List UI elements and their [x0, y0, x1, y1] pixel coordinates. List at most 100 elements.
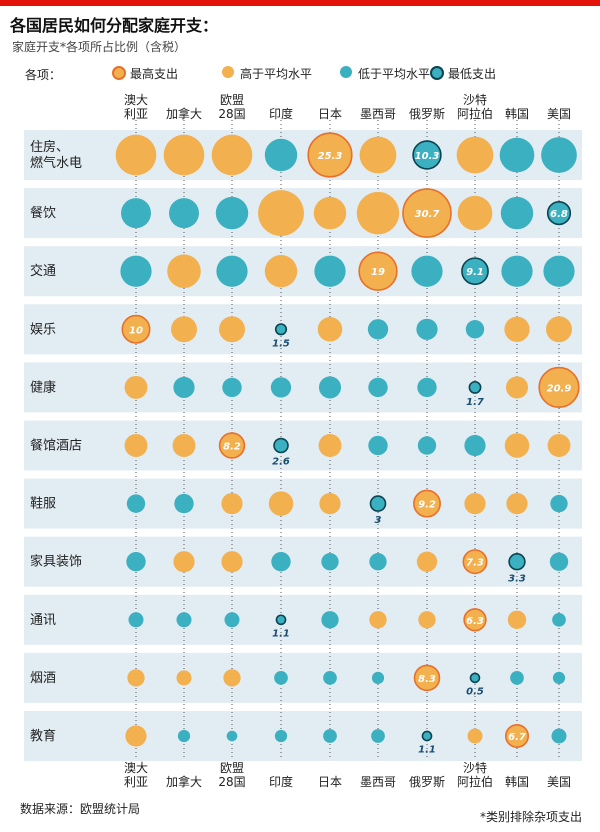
row-band-2 [24, 246, 582, 297]
value-label-3-3: 1.5 [272, 339, 290, 350]
bubble-10-4 [323, 729, 337, 743]
value-label-1-9: 6.8 [550, 209, 568, 220]
category-label-9: 烟酒 [30, 671, 56, 686]
bubble-4-8 [505, 376, 529, 399]
bubble-0-5 [359, 136, 397, 174]
value-label-5-2: 8.2 [223, 442, 241, 453]
value-label-5-3: 2.6 [272, 456, 290, 467]
bubble-5-4 [318, 434, 342, 457]
bubble-3-4 [317, 317, 343, 342]
bubble-1-7 [457, 195, 493, 231]
bubble-5-3 [273, 437, 289, 454]
bubble-2-4 [314, 255, 346, 287]
bubble-7-7 [462, 549, 488, 575]
category-label-8: 通讯 [30, 613, 56, 628]
value-label-7-7: 7.3 [466, 558, 484, 569]
legend-text-lowest: 最低支出 [448, 67, 497, 81]
bubble-10-6 [421, 730, 433, 742]
row-band-5 [24, 420, 582, 471]
row-band-0 [24, 130, 582, 180]
bubble-9-8 [510, 671, 524, 685]
row-band-9 [24, 652, 582, 703]
bubble-9-3 [274, 671, 288, 685]
country-label-top-6: 俄罗斯 [409, 107, 445, 121]
bubble-10-9 [551, 728, 567, 744]
bubble-2-1 [167, 254, 201, 288]
country-label-top-1: 加拿大 [166, 106, 202, 121]
bubble-5-9 [547, 434, 571, 457]
bubble-6-0 [126, 494, 146, 513]
country-label-bottom-0: 澳大利亚 [124, 761, 148, 789]
bubble-2-8 [501, 255, 533, 287]
bubble-5-1 [172, 434, 196, 457]
country-label-bottom-2: 欧盟 28国 [218, 761, 245, 789]
bubble-2-6 [411, 255, 443, 287]
bubble-8-0 [128, 612, 144, 628]
category-label-6: 鞋服 [30, 496, 56, 512]
bubble-7-8 [508, 553, 526, 571]
country-label-bottom-3: 印度 [269, 774, 293, 789]
bubble-9-4 [323, 671, 337, 685]
country-label-top-8: 韩国 [505, 106, 529, 121]
bubble-3-2 [219, 316, 245, 343]
legend-text-above: 高于平均水平 [240, 67, 313, 81]
value-label-9-6: 8.3 [418, 674, 436, 685]
bubble-10-3 [274, 729, 288, 743]
bubble-6-9 [550, 494, 568, 513]
country-label-bottom-8: 韩国 [505, 774, 529, 789]
bubble-4-2 [222, 377, 242, 398]
bubble-5-5 [368, 435, 388, 456]
bubble-5-0 [124, 434, 148, 457]
category-label-7: 家具装饰 [30, 554, 82, 570]
bubble-4-0 [124, 375, 148, 399]
value-label-6-5: 3 [375, 515, 382, 526]
value-label-8-3: 1.1 [272, 628, 290, 639]
country-label-top-9: 美国 [547, 107, 571, 121]
bubble-6-3 [268, 491, 294, 516]
bubble-9-7 [469, 672, 481, 684]
bubble-0-9 [541, 137, 577, 173]
bubble-9-1 [176, 670, 192, 686]
row-band-7 [24, 536, 582, 587]
bubble-5-7 [464, 434, 486, 457]
value-label-7-8: 3.3 [508, 574, 526, 585]
category-label-2: 交通 [30, 263, 56, 279]
bubble-8-2 [224, 612, 240, 628]
bubble-10-0 [125, 725, 147, 747]
legend-text-below: 低于平均水平 [358, 67, 431, 81]
value-label-0-6: 10.3 [415, 151, 440, 162]
bubble-9-6 [413, 664, 441, 692]
bubble-8-8 [507, 610, 527, 629]
value-label-4-7: 1.7 [466, 397, 484, 408]
value-label-3-0: 10 [129, 325, 143, 336]
bubble-2-2 [216, 255, 248, 287]
category-label-10: 教育 [30, 728, 56, 744]
bubble-10-7 [467, 728, 483, 744]
bubble-9-0 [127, 669, 145, 687]
bubble-7-6 [416, 551, 438, 572]
bubble-7-9 [549, 552, 569, 571]
bubble-10-2 [226, 730, 238, 742]
bubble-0-2 [211, 134, 253, 176]
bubble-3-8 [504, 316, 530, 342]
value-label-6-6: 9.2 [418, 500, 436, 511]
bubble-3-0 [121, 314, 151, 344]
legend-swatch-lowest [430, 66, 444, 80]
value-label-10-8: 6.7 [508, 732, 526, 743]
country-label-top-7: 沙特阿拉伯 [457, 92, 493, 121]
row-band-3 [24, 304, 582, 355]
bubble-6-7 [464, 492, 486, 515]
bubble-3-3 [274, 323, 288, 336]
bubble-6-4 [319, 492, 341, 515]
chart-title: 各国居民如何分配家庭开支： [10, 16, 219, 35]
bubble-3-6 [416, 318, 438, 340]
bubble-6-5 [369, 495, 387, 512]
country-label-top-4: 日本 [318, 107, 342, 121]
source-note: 数据来源：欧盟统计局 [20, 802, 141, 816]
bubble-1-9 [546, 201, 572, 226]
bubble-8-4 [321, 611, 339, 629]
country-label-bottom-6: 俄罗斯 [409, 775, 445, 789]
bubble-4-4 [318, 376, 342, 399]
bubble-7-2 [221, 551, 243, 573]
